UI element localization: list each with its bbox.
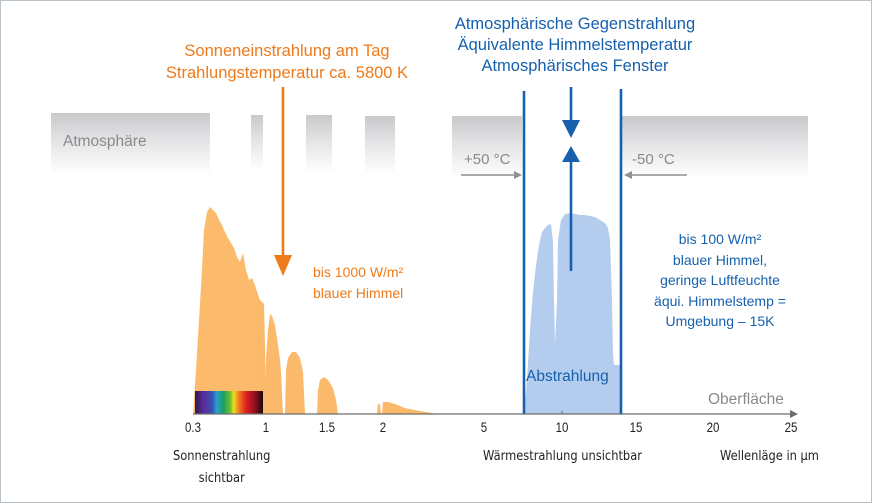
wavelength-label: Wellenläge in µm: [720, 449, 819, 464]
solar-title: Sonneneinstrahlung am Tag Strahlungstemp…: [157, 40, 417, 84]
window-info-line5: Umgebung – 15K: [665, 313, 775, 329]
x-tick-6: 15: [629, 420, 643, 435]
emission-spectrum: [524, 213, 621, 414]
atmosphere-band-3: [365, 116, 395, 174]
visible-radiation-label: Sonnenstrahlung sichtbar: [173, 446, 270, 490]
solar-arrow-head: [274, 255, 292, 276]
temp-left-label: +50 °C: [464, 151, 511, 168]
atmosphere-band-2: [306, 115, 332, 173]
visible-radiation-line2: sichtbar: [198, 471, 245, 486]
temp-right-arrow-head: [624, 171, 632, 179]
x-axis-arrowhead: [790, 410, 798, 418]
x-tick-1: 1: [262, 420, 270, 435]
atmosphere-band-5: [622, 116, 808, 178]
solar-title-line1: Sonneneinstrahlung am Tag: [184, 42, 390, 60]
x-tick-0: 0.3: [185, 420, 201, 435]
atmosphere-band-main: [51, 113, 210, 175]
solar-power-line1: bis 1000 W/m²: [313, 264, 404, 280]
atmosphere-band-4: [452, 116, 522, 178]
solar-title-line2: Strahlungstemperatur ca. 5800 K: [165, 64, 409, 82]
x-tick-2: 1.5: [319, 420, 335, 435]
window-info-line1: bis 100 W/m²: [678, 231, 762, 247]
emission-arrow-head: [562, 146, 580, 162]
x-tick-5: 10: [555, 420, 569, 435]
atmosphere-label: Atmosphäre: [63, 133, 147, 150]
visible-radiation-line1: Sonnenstrahlung: [173, 449, 271, 464]
window-info-line3: geringe Luftfeuchte: [660, 272, 780, 288]
window-title-line1: Atmosphärische Gegenstrahlung: [454, 15, 696, 33]
window-title-line3: Atmosphärisches Fenster: [481, 57, 669, 75]
window-info-line4: äqui. Himmelstemp =: [654, 292, 786, 309]
counter-radiation-arrow-head: [562, 120, 580, 138]
temp-left-arrow-head: [514, 171, 522, 179]
temp-right-label: -50 °C: [632, 151, 675, 168]
emission-label: Abstrahlung: [526, 368, 609, 385]
atmosphere-band-narrow: [251, 115, 263, 170]
window-title: Atmosphärische Gegenstrahlung Äquivalent…: [440, 14, 710, 77]
x-tick-7: 20: [706, 420, 720, 435]
solar-power-text: bis 1000 W/m² blauer Himmel: [313, 262, 403, 304]
surface-label: Oberfläche: [708, 391, 784, 408]
window-title-line2: Äquivalente Himmelstemperatur: [457, 36, 693, 54]
window-info-text: bis 100 W/m² blauer Himmel, geringe Luft…: [640, 229, 800, 332]
x-tick-4: 5: [480, 420, 488, 435]
visible-spectrum-strip: [195, 391, 263, 414]
solar-spectrum: [193, 207, 438, 414]
x-tick-3: 2: [379, 420, 387, 435]
thermal-radiation-label: Wärmestrahlung unsichtbar: [483, 449, 642, 464]
solar-power-line2: blauer Himmel: [313, 285, 404, 301]
x-tick-8: 25: [784, 420, 798, 435]
window-info-line2: blauer Himmel,: [672, 251, 768, 268]
